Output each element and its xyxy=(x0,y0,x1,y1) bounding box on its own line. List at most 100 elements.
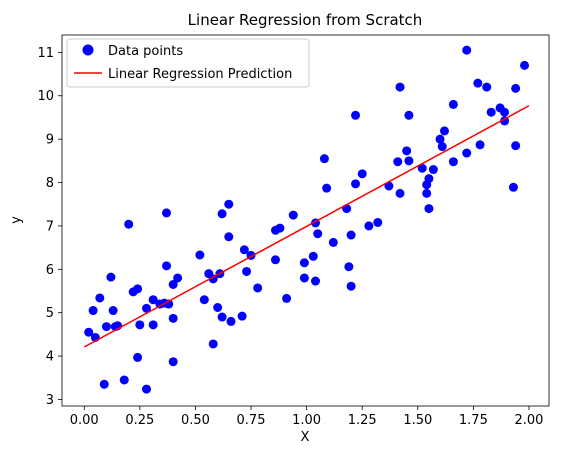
data-point xyxy=(500,116,510,126)
data-point xyxy=(462,45,472,55)
data-point xyxy=(299,258,309,268)
data-point xyxy=(437,142,447,152)
data-point xyxy=(148,295,158,305)
y-tick-label: 7 xyxy=(46,219,54,234)
data-point xyxy=(106,272,116,282)
scatter-series xyxy=(84,45,530,394)
data-point xyxy=(226,316,236,326)
data-point xyxy=(435,134,445,144)
data-point xyxy=(428,165,438,175)
x-tick-label: 2.00 xyxy=(515,413,544,428)
data-point xyxy=(108,306,118,316)
data-point xyxy=(344,262,354,272)
data-point xyxy=(404,156,414,166)
data-point xyxy=(148,320,158,330)
data-point xyxy=(224,199,234,209)
data-point xyxy=(270,255,280,265)
data-point xyxy=(217,312,227,322)
data-point xyxy=(373,217,383,227)
y-tick-label: 3 xyxy=(46,393,54,408)
data-point xyxy=(224,232,234,242)
data-point xyxy=(253,283,263,293)
data-point xyxy=(124,219,134,229)
data-point xyxy=(142,303,152,313)
data-point xyxy=(395,188,405,198)
chart-title: Linear Regression from Scratch xyxy=(188,11,423,29)
data-point xyxy=(195,250,205,260)
x-tick-label: 1.50 xyxy=(403,413,432,428)
data-point xyxy=(511,83,521,93)
data-point xyxy=(395,82,405,92)
regression-line xyxy=(83,105,530,348)
data-point xyxy=(299,273,309,283)
data-point xyxy=(308,251,318,261)
data-point xyxy=(173,273,183,283)
data-point xyxy=(213,303,223,313)
data-point xyxy=(357,169,367,179)
data-point xyxy=(422,188,432,198)
data-point xyxy=(168,357,178,367)
data-point xyxy=(448,99,458,109)
data-point xyxy=(351,179,361,189)
y-tick-label: 11 xyxy=(37,46,54,61)
data-point xyxy=(328,237,338,247)
data-point xyxy=(237,311,247,321)
data-point xyxy=(142,384,152,394)
data-point xyxy=(282,293,292,303)
data-point xyxy=(242,266,252,276)
data-point xyxy=(162,208,172,218)
y-tick-label: 8 xyxy=(46,176,54,191)
data-point xyxy=(168,313,178,323)
data-point xyxy=(84,327,94,337)
x-tick-label: 0.00 xyxy=(70,413,99,428)
data-point xyxy=(351,110,361,120)
data-point xyxy=(288,210,298,220)
legend-label-prediction: Linear Regression Prediction xyxy=(108,67,292,82)
data-point xyxy=(417,163,427,173)
data-point xyxy=(475,140,485,150)
y-axis-ticks: 3 4 5 6 7 8 9 10 11 xyxy=(37,46,62,408)
x-tick-label: 1.25 xyxy=(348,413,377,428)
data-point xyxy=(473,78,483,88)
data-point xyxy=(217,209,227,219)
data-point xyxy=(448,157,458,167)
x-axis-ticks: 0.00 0.25 0.50 0.75 1.00 1.25 1.50 1.75 2.00 xyxy=(70,406,544,428)
data-point xyxy=(404,110,414,120)
data-point xyxy=(402,146,412,156)
data-point xyxy=(239,245,249,255)
data-point xyxy=(99,379,109,389)
y-tick-label: 9 xyxy=(46,133,54,148)
data-point xyxy=(482,82,492,92)
regression-line-series xyxy=(83,105,530,348)
x-tick-label: 0.25 xyxy=(125,413,154,428)
data-point xyxy=(119,375,129,385)
plot-frame xyxy=(61,34,550,407)
data-point xyxy=(346,230,356,240)
data-point xyxy=(88,306,98,316)
legend-box xyxy=(66,38,310,88)
legend-marker-data-points xyxy=(82,44,94,56)
x-tick-label: 1.00 xyxy=(292,413,321,428)
data-point xyxy=(364,221,374,231)
data-point xyxy=(319,154,329,164)
data-point xyxy=(168,280,178,290)
data-point xyxy=(462,148,472,158)
x-tick-label: 1.75 xyxy=(459,413,488,428)
y-tick-label: 5 xyxy=(46,306,54,321)
data-point xyxy=(133,352,143,362)
data-point xyxy=(439,126,449,136)
data-point xyxy=(500,107,510,117)
plot-area xyxy=(62,35,549,406)
data-point xyxy=(424,174,434,184)
data-point xyxy=(424,204,434,214)
y-axis-label: y xyxy=(9,216,24,224)
data-point xyxy=(313,229,323,239)
data-point xyxy=(162,261,172,271)
data-point xyxy=(95,293,105,303)
data-point xyxy=(322,183,332,193)
y-tick-label: 10 xyxy=(37,89,54,104)
data-point xyxy=(135,320,145,330)
data-point xyxy=(199,295,209,305)
data-point xyxy=(275,223,285,233)
data-point xyxy=(393,157,403,167)
